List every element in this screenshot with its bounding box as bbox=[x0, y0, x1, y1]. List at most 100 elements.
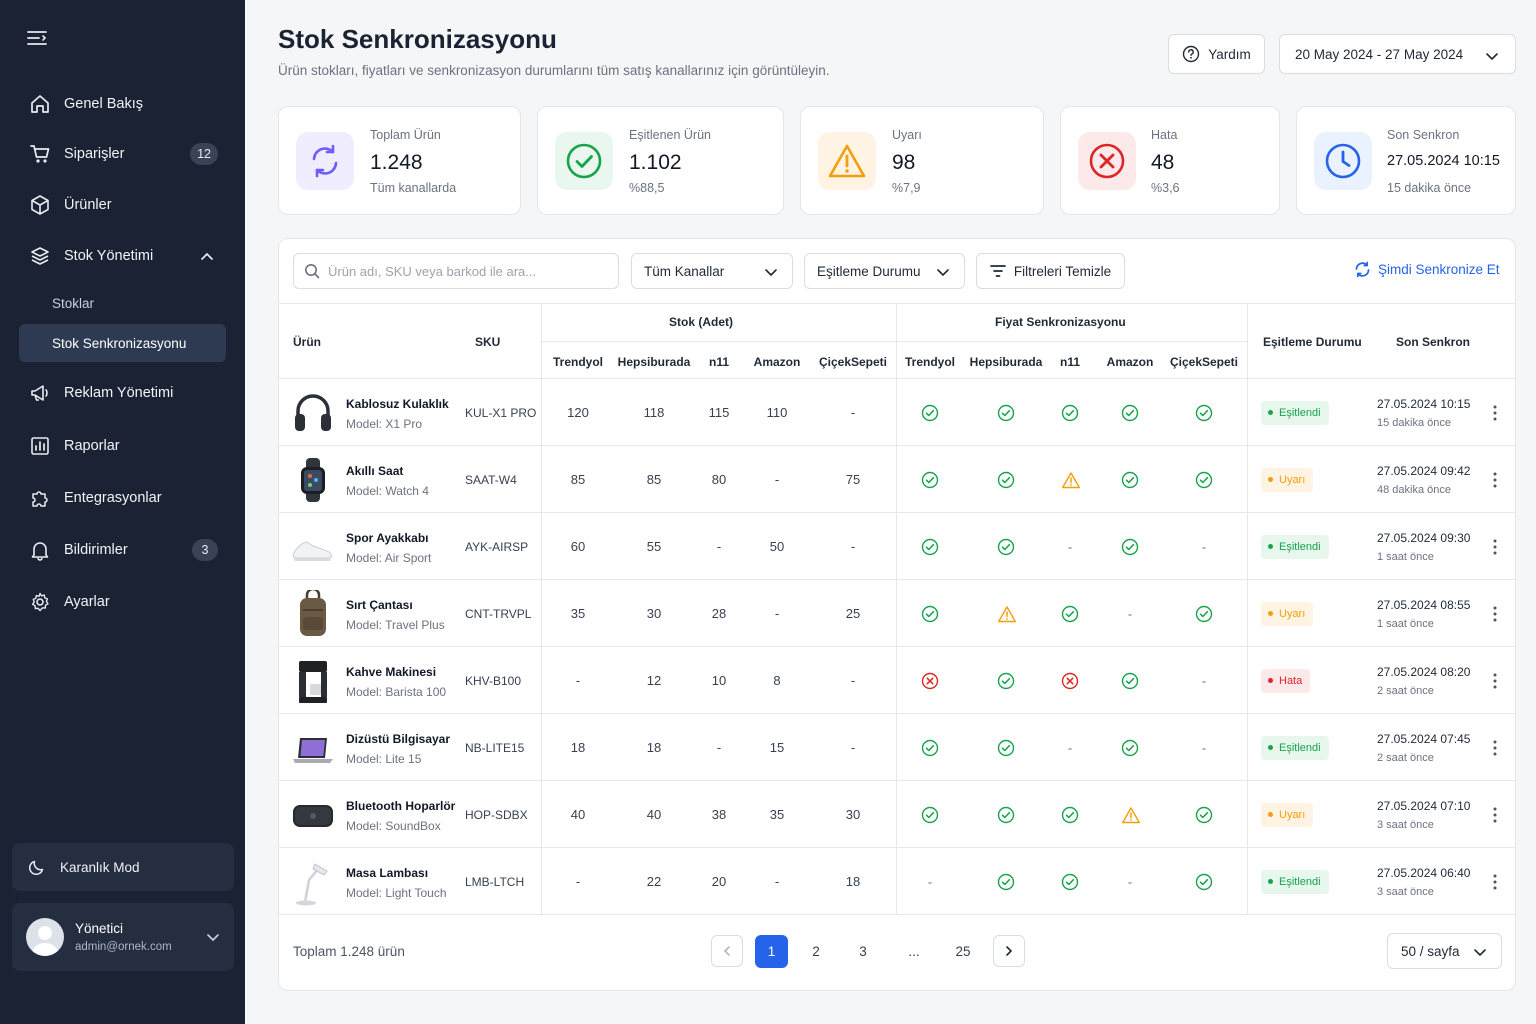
more-actions-icon[interactable] bbox=[1489, 404, 1501, 422]
warning-icon bbox=[1061, 471, 1080, 489]
dark-mode-toggle[interactable]: Karanlık Mod bbox=[12, 843, 234, 891]
more-actions-icon[interactable] bbox=[1489, 739, 1501, 757]
chevron-down-icon bbox=[937, 269, 949, 277]
header-stock-group: Stok (Adet) bbox=[669, 315, 733, 329]
header-price-channel: ÇiçekSepeti bbox=[1169, 355, 1239, 369]
check-circle-icon bbox=[921, 538, 939, 556]
more-actions-icon[interactable] bbox=[1489, 471, 1501, 489]
page-3-button[interactable]: 3 bbox=[859, 943, 867, 959]
stock-cell: 115 bbox=[708, 404, 730, 420]
sync-date: 27.05.2024 09:42 bbox=[1377, 463, 1471, 478]
stock-cell: 15 bbox=[769, 739, 785, 755]
sidebar-subitem-stoklar[interactable]: Stoklar bbox=[52, 295, 95, 311]
check-circle-icon bbox=[1061, 404, 1079, 422]
search-box[interactable] bbox=[293, 253, 619, 289]
product-thumbnail-coffee bbox=[291, 657, 335, 705]
stock-cell: 55 bbox=[646, 538, 662, 554]
product-name: Akıllı Saat bbox=[346, 463, 404, 478]
sync-date: 27.05.2024 10:15 bbox=[1377, 396, 1471, 411]
table-row: Dizüstü Bilgisayar Model: Lite 15 NB-LITE1… bbox=[279, 714, 1515, 781]
per-page-select[interactable]: 50 / sayfa bbox=[1387, 933, 1502, 969]
help-button[interactable]: Yardım bbox=[1168, 34, 1265, 74]
sync-now-label: Şimdi Senkronize Et bbox=[1378, 262, 1500, 277]
date-range-picker[interactable]: 20 May 2024 - 27 May 2024 bbox=[1279, 34, 1516, 74]
sidebar-item-raporlar[interactable]: Raporlar bbox=[19, 426, 226, 466]
stat-value: 1.102 bbox=[629, 151, 682, 174]
stat-label: Son Senkron bbox=[1387, 128, 1460, 142]
product-sku: SAAT-W4 bbox=[465, 472, 517, 487]
status-dot bbox=[1268, 812, 1273, 817]
chevron-down-icon bbox=[1474, 949, 1486, 957]
filter-icon bbox=[990, 265, 1006, 277]
stat-value: 98 bbox=[892, 151, 916, 174]
sidebar-item-urunler[interactable]: Ürünler bbox=[19, 185, 226, 225]
stat-card-error: Hata 48 %3,6 bbox=[1060, 106, 1280, 215]
sync-now-button[interactable]: Şimdi Senkronize Et bbox=[1354, 261, 1500, 278]
status-label: Uyarı bbox=[1279, 808, 1306, 821]
stock-cell: 30 bbox=[646, 605, 662, 621]
more-actions-icon[interactable] bbox=[1489, 806, 1501, 824]
page-25-button[interactable]: 25 bbox=[955, 943, 971, 959]
stat-value: 27.05.2024 10:15 bbox=[1387, 153, 1500, 169]
status-dot bbox=[1268, 410, 1273, 415]
layers-icon bbox=[29, 245, 51, 267]
prev-page-button[interactable] bbox=[711, 935, 743, 967]
sidebar-item-siparisler[interactable]: Siparişler 12 bbox=[19, 134, 226, 174]
refresh-icon bbox=[1355, 261, 1370, 278]
stock-cell: 38 bbox=[711, 806, 727, 822]
check-circle-icon bbox=[1121, 672, 1139, 690]
more-actions-icon[interactable] bbox=[1489, 605, 1501, 623]
sync-ago: 2 saat önce bbox=[1377, 751, 1434, 764]
sidebar-item-entegrasyonlar[interactable]: Entegrasyonlar bbox=[19, 478, 226, 518]
stock-cell: 40 bbox=[646, 806, 662, 822]
sidebar-item-reklam-yonetimi[interactable]: Reklam Yönetimi bbox=[19, 373, 226, 413]
stat-label: Eşitlenen Ürün bbox=[629, 128, 711, 142]
page-1-button[interactable]: 1 bbox=[755, 935, 788, 968]
megaphone-icon bbox=[29, 382, 51, 404]
sync-date: 27.05.2024 06:40 bbox=[1377, 865, 1471, 880]
user-menu[interactable]: Yönetici admin@ornek.com bbox=[12, 903, 234, 971]
stock-cell: 12 bbox=[646, 672, 662, 688]
more-actions-icon[interactable] bbox=[1489, 672, 1501, 690]
price-empty: - bbox=[1067, 740, 1073, 755]
status-select[interactable]: Eşitleme Durumu bbox=[804, 253, 965, 289]
search-input[interactable] bbox=[328, 263, 608, 279]
help-label: Yardım bbox=[1208, 46, 1251, 62]
stat-label: Hata bbox=[1151, 128, 1178, 142]
page-2-button[interactable]: 2 bbox=[812, 943, 820, 959]
per-page-value: 50 / sayfa bbox=[1401, 943, 1460, 959]
check-circle-icon bbox=[1195, 873, 1213, 891]
menu-toggle-icon[interactable] bbox=[26, 28, 52, 50]
sidebar-subitem-stok-senkronizasyonu[interactable]: Stok Senkronizasyonu bbox=[19, 324, 226, 362]
more-actions-icon[interactable] bbox=[1489, 538, 1501, 556]
check-circle-icon bbox=[997, 739, 1015, 757]
next-page-button[interactable] bbox=[993, 935, 1025, 967]
more-actions-icon[interactable] bbox=[1489, 873, 1501, 891]
status-dot bbox=[1268, 678, 1273, 683]
product-thumbnail-headphones bbox=[291, 389, 335, 437]
price-empty: - bbox=[1127, 606, 1133, 621]
channel-select[interactable]: Tüm Kanallar bbox=[631, 253, 793, 289]
check-circle-icon bbox=[1195, 471, 1213, 489]
sidebar-item-bildirimler[interactable]: Bildirimler 3 bbox=[19, 530, 226, 570]
sidebar-item-genel-bakis[interactable]: Genel Bakış bbox=[19, 84, 226, 124]
sidebar-item-stok-yonetimi[interactable]: Stok Yönetimi bbox=[19, 236, 226, 276]
check-circle-icon bbox=[921, 404, 939, 422]
stock-cell: - bbox=[850, 538, 856, 554]
header-price-channel: Amazon bbox=[1106, 355, 1154, 369]
stock-cell: 8 bbox=[773, 672, 781, 688]
check-circle-icon bbox=[1121, 739, 1139, 757]
sync-ago: 15 dakika önce bbox=[1377, 416, 1451, 429]
user-name: Yönetici bbox=[75, 921, 124, 936]
dark-mode-label: Karanlık Mod bbox=[60, 859, 140, 875]
table-row: Bluetooth Hoparlör Model: SoundBox HOP-SDB… bbox=[279, 781, 1515, 848]
status-label: Uyarı bbox=[1279, 607, 1306, 620]
check-circle-icon bbox=[1121, 404, 1139, 422]
pagination-ellipsis: ... bbox=[908, 943, 920, 959]
check-circle-icon bbox=[1121, 538, 1139, 556]
clear-filters-button[interactable]: Filtreleri Temizle bbox=[976, 253, 1125, 289]
stock-cell: 75 bbox=[845, 471, 861, 487]
product-model: Model: Lite 15 bbox=[346, 751, 422, 766]
sidebar-item-ayarlar[interactable]: Ayarlar bbox=[19, 582, 226, 622]
gear-icon bbox=[29, 591, 51, 613]
